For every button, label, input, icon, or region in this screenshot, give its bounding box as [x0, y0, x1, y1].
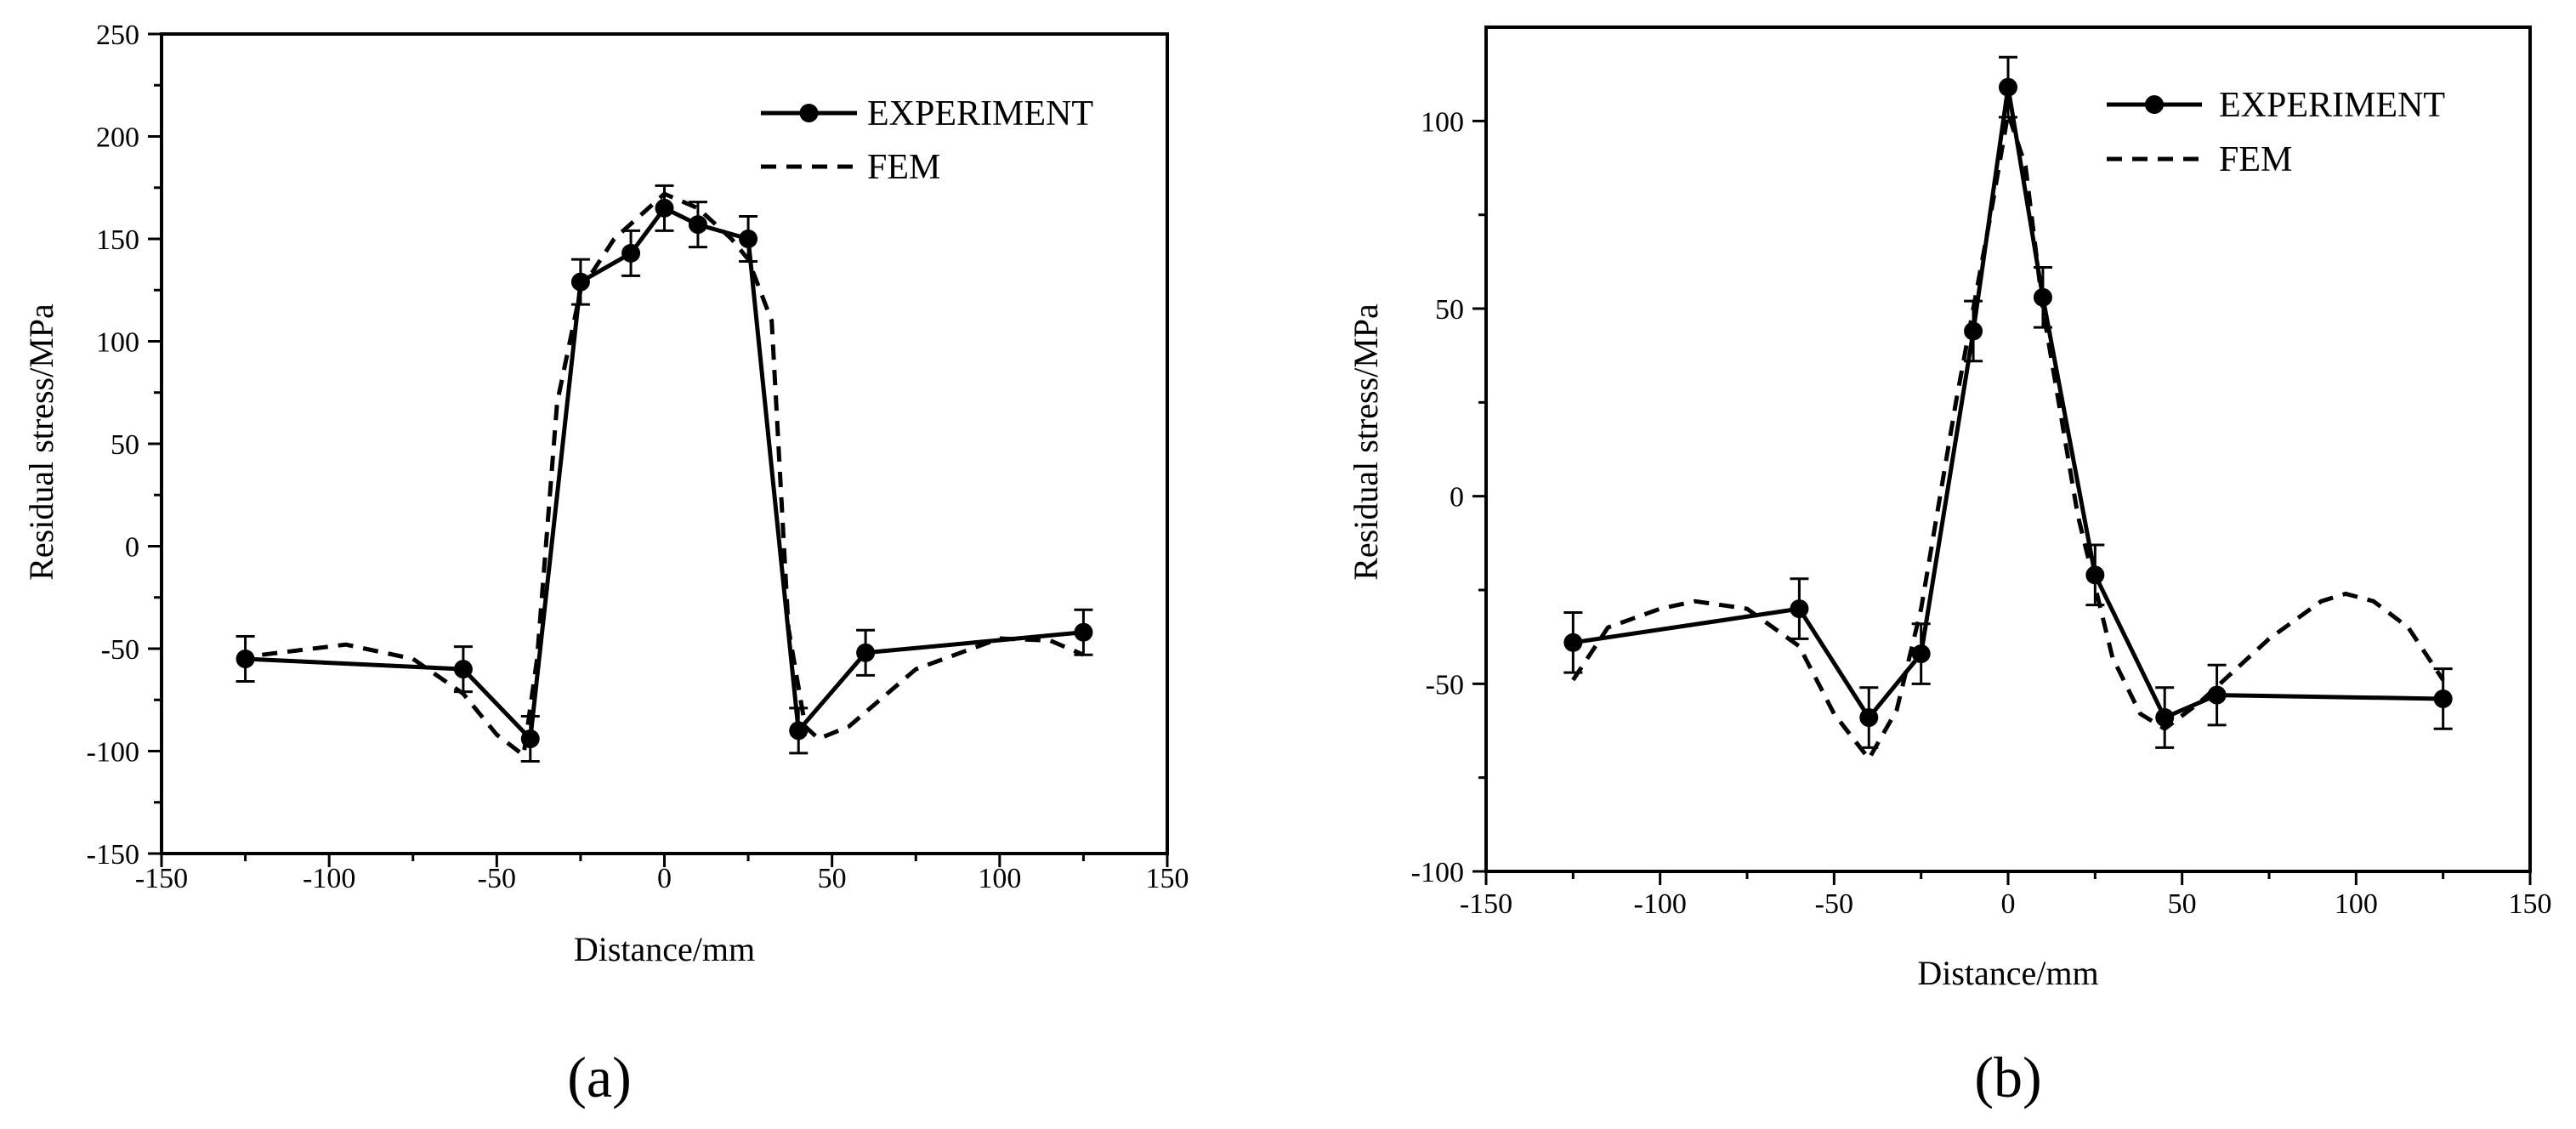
experiment-data-point [739, 230, 758, 248]
y-tick-label: 100 [96, 327, 139, 359]
chart-panel-b: -150 -100 -50 0 50 100 150-100-50050100Distanc… [1347, 26, 2552, 1109]
y-tick-label: -100 [1411, 857, 1464, 888]
x-tick-label: 0 [657, 863, 672, 894]
x-tick-label: -50 [478, 863, 516, 894]
experiment-data-point [235, 650, 255, 669]
experiment-data-point [856, 643, 876, 662]
experiment-data-point [1999, 77, 2017, 97]
x-tick-label: 150 [2509, 888, 2552, 920]
experiment-series-line [1572, 85, 2443, 720]
plot-frame [160, 32, 1169, 855]
x-tick-label: -100 [303, 863, 355, 894]
experiment-data-point [2155, 708, 2175, 728]
experiment-data-point [1964, 321, 1983, 341]
legend-experiment-label: EXPERIMENT [867, 94, 1093, 133]
legend-experiment-marker [799, 104, 819, 122]
x-tick-label: 0 [2001, 888, 2016, 920]
experiment-data-point [1859, 708, 1879, 728]
fem-series-line [261, 191, 1085, 757]
x-tick-label: 50 [818, 863, 847, 894]
x-axis-label: Distance/mm [1917, 954, 2098, 992]
experiment-data-point [1074, 622, 1093, 642]
y-tick-label: 0 [1450, 482, 1464, 513]
x-tick-label: -50 [1815, 888, 1853, 920]
x-tick-label: 50 [2168, 888, 2197, 920]
y-tick-label: 0 [125, 532, 139, 564]
experiment-series-line [245, 206, 1084, 741]
chart-panel-a: -150 -100 -50 0 50 100 150 -150 -100 -50 0 50 100 150… [22, 20, 1189, 1109]
y-tick-label: -50 [1426, 669, 1464, 701]
experiment-data-point [789, 721, 809, 740]
y-axis-label: Residual stress/MPa [22, 304, 60, 581]
x-tick-label: 100 [978, 863, 1021, 894]
legend-experiment-marker [2145, 95, 2164, 114]
y-tick-label: 50 [1435, 294, 1464, 326]
experiment-data-point [1563, 633, 1583, 652]
x-tick-label: -150 [135, 863, 188, 894]
x-axis-label: Distance/mm [574, 930, 755, 968]
y-tick-label: -150 [87, 839, 139, 871]
panel-label: (b) [1974, 1045, 2041, 1109]
x-tick-label: -100 [1634, 888, 1687, 920]
plot-frame [1484, 26, 2532, 873]
experiment-data-point [453, 660, 473, 679]
panel-label: (a) [567, 1045, 631, 1109]
x-tick-label: 150 [1146, 863, 1189, 894]
y-tick-label: 200 [96, 122, 139, 154]
legend-experiment-label: EXPERIMENT [2219, 86, 2445, 125]
legend-fem-label: FEM [2219, 140, 2292, 179]
legend-fem-label: FEM [867, 148, 940, 187]
y-tick-label: -100 [87, 737, 139, 769]
x-tick-label: -150 [1460, 888, 1512, 920]
fem-series-line [1571, 111, 2445, 762]
y-tick-label: 50 [111, 429, 139, 461]
experiment-data-point [688, 215, 707, 235]
experiment-data-point [655, 198, 674, 218]
y-tick-label: 250 [96, 20, 139, 51]
y-tick-label: -50 [101, 634, 139, 666]
experiment-data-point [1790, 599, 1809, 619]
x-tick-label: 100 [2335, 888, 2378, 920]
experiment-data-point [2433, 689, 2453, 708]
experiment-data-point [1911, 644, 1931, 664]
y-axis-label: Residual stress/MPa [1347, 304, 1385, 581]
experiment-data-point [621, 243, 641, 263]
y-tick-label: 150 [96, 224, 139, 256]
y-tick-label: 100 [1421, 106, 1464, 138]
